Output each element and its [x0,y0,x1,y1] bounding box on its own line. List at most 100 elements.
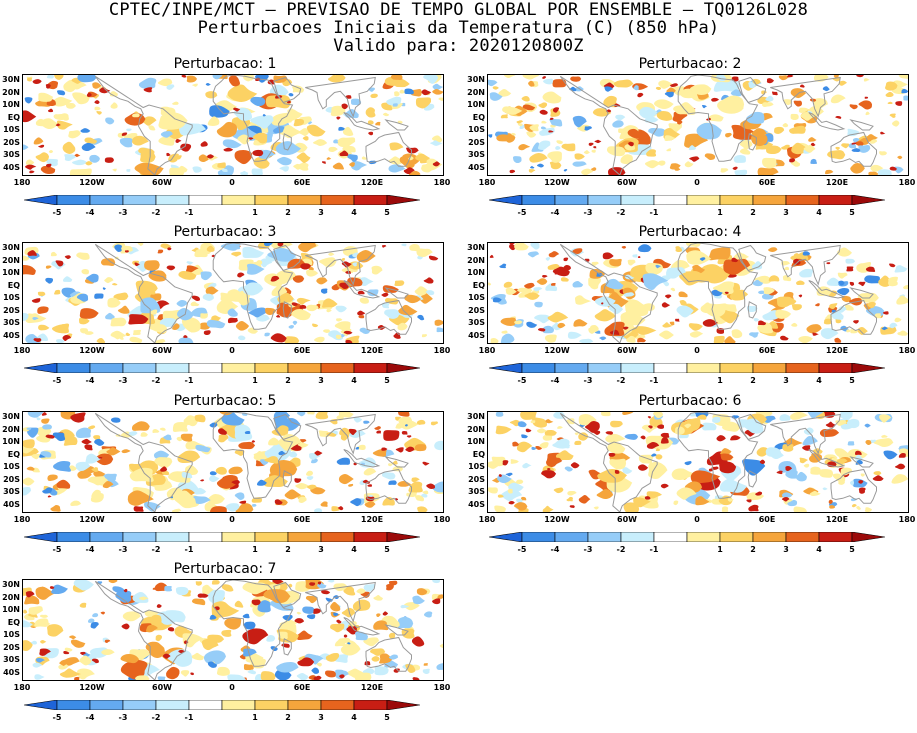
anomaly-area [814,303,820,307]
anomaly-area [541,470,557,479]
temperature-map [22,242,444,344]
anomaly-area [799,457,808,464]
anomaly-area [297,657,315,667]
lat-label: 20S [3,642,20,652]
anomaly-area [512,156,522,164]
anomaly-area [238,335,246,341]
anomaly-area [673,500,679,506]
lat-label: 10S [3,125,20,134]
colorbar-label: -5 [517,376,527,385]
anomaly-core [789,158,796,163]
coastline [273,244,302,272]
anomaly-area [564,466,573,472]
anomaly-area [675,246,683,252]
colorbar [489,532,885,542]
anomaly-area [218,434,229,443]
valid-time: Valido para: 2020120800Z [333,36,584,56]
anomaly-area [414,153,431,162]
anomaly-core [856,75,864,78]
anomaly-area [512,441,519,447]
anomaly-core [91,658,99,664]
lon-label: 180 [433,178,451,187]
coastline [808,112,846,131]
lat-label: 20N [467,87,485,97]
colorbar-swatch [554,532,589,542]
anomaly-area [806,324,822,334]
anomaly-area [298,243,317,253]
anomaly-area [762,157,777,169]
anomaly-area [326,157,332,160]
panel-title: Perturbacao: 1 [173,56,277,72]
anomaly-core [593,430,601,435]
anomaly-area [590,325,599,331]
anomaly-area [28,606,43,615]
anomaly-area [696,122,722,140]
anomaly-area [128,314,149,325]
anomaly-area [701,422,717,431]
anomaly-area [316,662,322,667]
anomaly-area [89,154,100,163]
map-panel: Perturbacao: 5 30N 20N 10N EQ 10S 20S 30S 40S 180… [0,393,450,565]
anomaly-area [185,265,199,273]
colorbar-swatch [353,195,388,205]
anomaly-area [54,75,64,80]
anomaly-area [144,260,160,271]
anomaly-area [398,416,412,426]
anomaly-area [810,466,821,475]
anomaly-core [766,78,774,84]
lat-label: 30N [2,580,20,589]
anomaly-area [841,295,851,303]
anomaly-area [306,269,319,277]
colorbar-swatch [818,532,853,542]
anomaly-area [309,582,316,586]
lat-label: 10N [2,605,20,614]
anomaly-area [308,266,314,271]
colorbar-label: -3 [583,545,593,554]
anomaly-area [800,111,816,121]
anomaly-area [201,638,219,651]
anomaly-area [81,269,89,275]
anomaly-core [84,444,93,451]
anomaly-core [166,265,176,271]
anomaly-area [35,657,45,663]
anomaly-area [810,142,816,147]
anomaly-area [361,156,368,160]
coastline [273,413,302,441]
anomaly-area [286,119,293,123]
anomaly-area [432,83,443,91]
coastline [343,449,381,468]
anomaly-area [684,423,692,429]
anomaly-area [423,75,439,84]
colorbar-swatch [752,195,787,205]
anomaly-area [210,506,227,512]
anomaly-core [205,82,211,86]
anomaly-area [536,163,544,168]
anomaly-area [242,282,264,296]
anomaly-area [530,243,540,250]
anomaly-area [314,336,325,343]
coastline [770,244,841,286]
anomaly-area [191,598,206,606]
anomaly-area [263,475,288,488]
anomaly-area [757,322,774,334]
anomaly-area [186,261,194,265]
anomaly-area [666,267,686,279]
temperature-map [487,74,909,176]
coastline [384,456,409,468]
anomaly-core [233,107,241,112]
anomaly-area [494,505,506,512]
lon-label: 120E [360,683,384,692]
anomaly-area [140,432,148,437]
anomaly-area [599,336,607,341]
anomaly-area [656,111,673,121]
anomaly-area [23,255,30,261]
anomaly-core [339,674,345,679]
colorbar-label: -1 [184,713,194,722]
anomaly-core [525,428,532,433]
anomaly-core [864,96,869,99]
anomaly-core [826,262,831,265]
anomaly-area [310,486,326,495]
coastline [738,76,767,104]
lat-label: 10S [3,293,20,302]
anomaly-area [216,474,238,489]
